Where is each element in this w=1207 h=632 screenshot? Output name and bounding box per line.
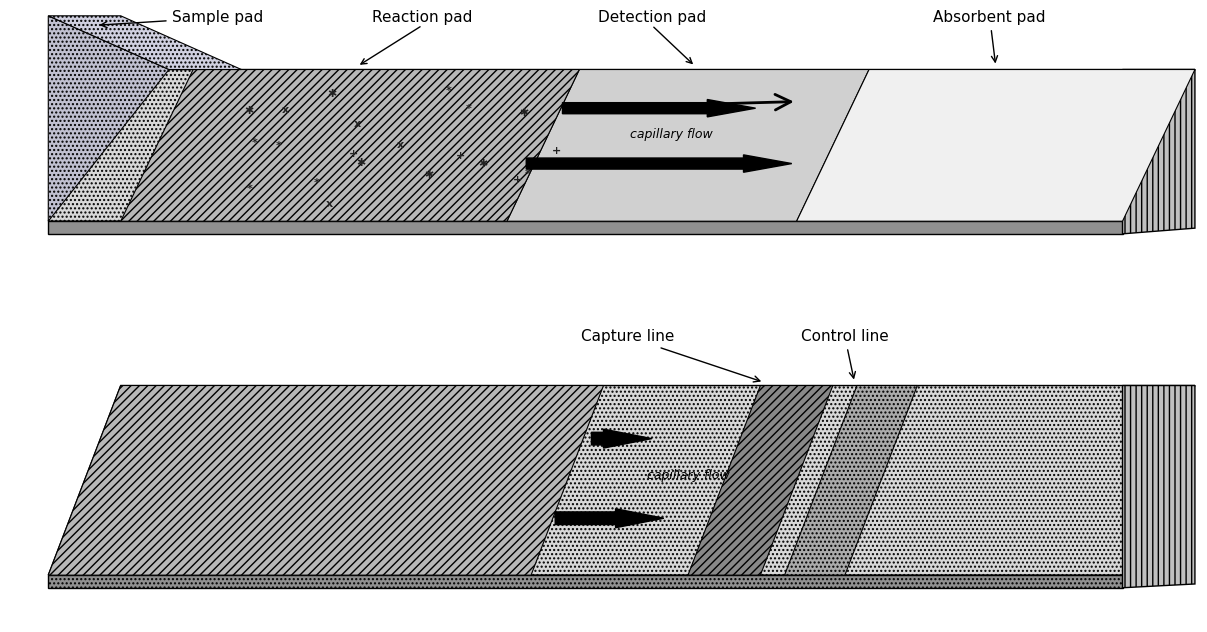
- Polygon shape: [121, 70, 579, 221]
- Polygon shape: [785, 386, 917, 575]
- FancyArrow shape: [555, 509, 664, 528]
- Text: +: +: [349, 149, 358, 159]
- Text: Sample pad: Sample pad: [101, 10, 263, 28]
- Text: +: +: [513, 175, 523, 185]
- FancyArrow shape: [562, 99, 756, 117]
- FancyArrow shape: [591, 429, 652, 448]
- Text: +: +: [456, 151, 465, 161]
- Text: x: x: [397, 140, 404, 150]
- FancyArrow shape: [526, 155, 792, 173]
- Polygon shape: [48, 386, 1195, 575]
- Text: Reaction pad: Reaction pad: [372, 10, 473, 25]
- Text: x: x: [281, 105, 288, 115]
- Text: +: +: [536, 159, 546, 169]
- Text: ✱: ✱: [244, 106, 253, 116]
- Polygon shape: [48, 575, 1123, 588]
- Text: *: *: [246, 184, 252, 194]
- Text: *: *: [466, 104, 472, 114]
- Text: capillary flow: capillary flow: [630, 128, 712, 141]
- Text: Detection pad: Detection pad: [597, 10, 706, 25]
- Polygon shape: [48, 386, 604, 575]
- Polygon shape: [1123, 70, 1195, 234]
- Text: ✱: ✱: [479, 159, 488, 169]
- Polygon shape: [797, 70, 1195, 221]
- Polygon shape: [48, 16, 169, 221]
- Text: ✱: ✱: [425, 169, 433, 179]
- Text: x: x: [354, 119, 361, 129]
- Text: capillary flow: capillary flow: [647, 469, 729, 482]
- Polygon shape: [48, 70, 1195, 221]
- Polygon shape: [507, 70, 869, 221]
- Polygon shape: [48, 221, 1123, 234]
- Text: Absorbent pad: Absorbent pad: [933, 10, 1046, 62]
- Text: *: *: [314, 178, 320, 188]
- Text: Control line: Control line: [801, 329, 888, 378]
- Text: +: +: [553, 146, 561, 155]
- Polygon shape: [688, 386, 833, 575]
- Polygon shape: [1123, 386, 1195, 588]
- Text: *: *: [525, 169, 531, 179]
- Text: ✱: ✱: [356, 158, 366, 168]
- Polygon shape: [48, 16, 241, 70]
- Text: Capture line: Capture line: [581, 329, 760, 382]
- Text: ✱: ✱: [519, 108, 529, 118]
- Text: x: x: [326, 199, 333, 209]
- Text: *: *: [276, 142, 281, 152]
- Text: *: *: [445, 86, 451, 95]
- Text: ✱: ✱: [327, 89, 337, 99]
- Text: *: *: [252, 138, 258, 147]
